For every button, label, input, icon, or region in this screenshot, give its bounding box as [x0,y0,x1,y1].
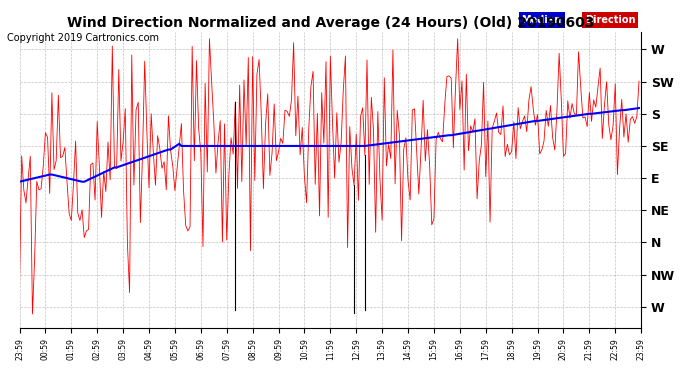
Text: Median: Median [522,15,562,25]
Title: Wind Direction Normalized and Average (24 Hours) (Old) 20190603: Wind Direction Normalized and Average (2… [67,16,594,30]
Text: Direction: Direction [585,15,635,25]
Text: Copyright 2019 Cartronics.com: Copyright 2019 Cartronics.com [7,33,159,43]
